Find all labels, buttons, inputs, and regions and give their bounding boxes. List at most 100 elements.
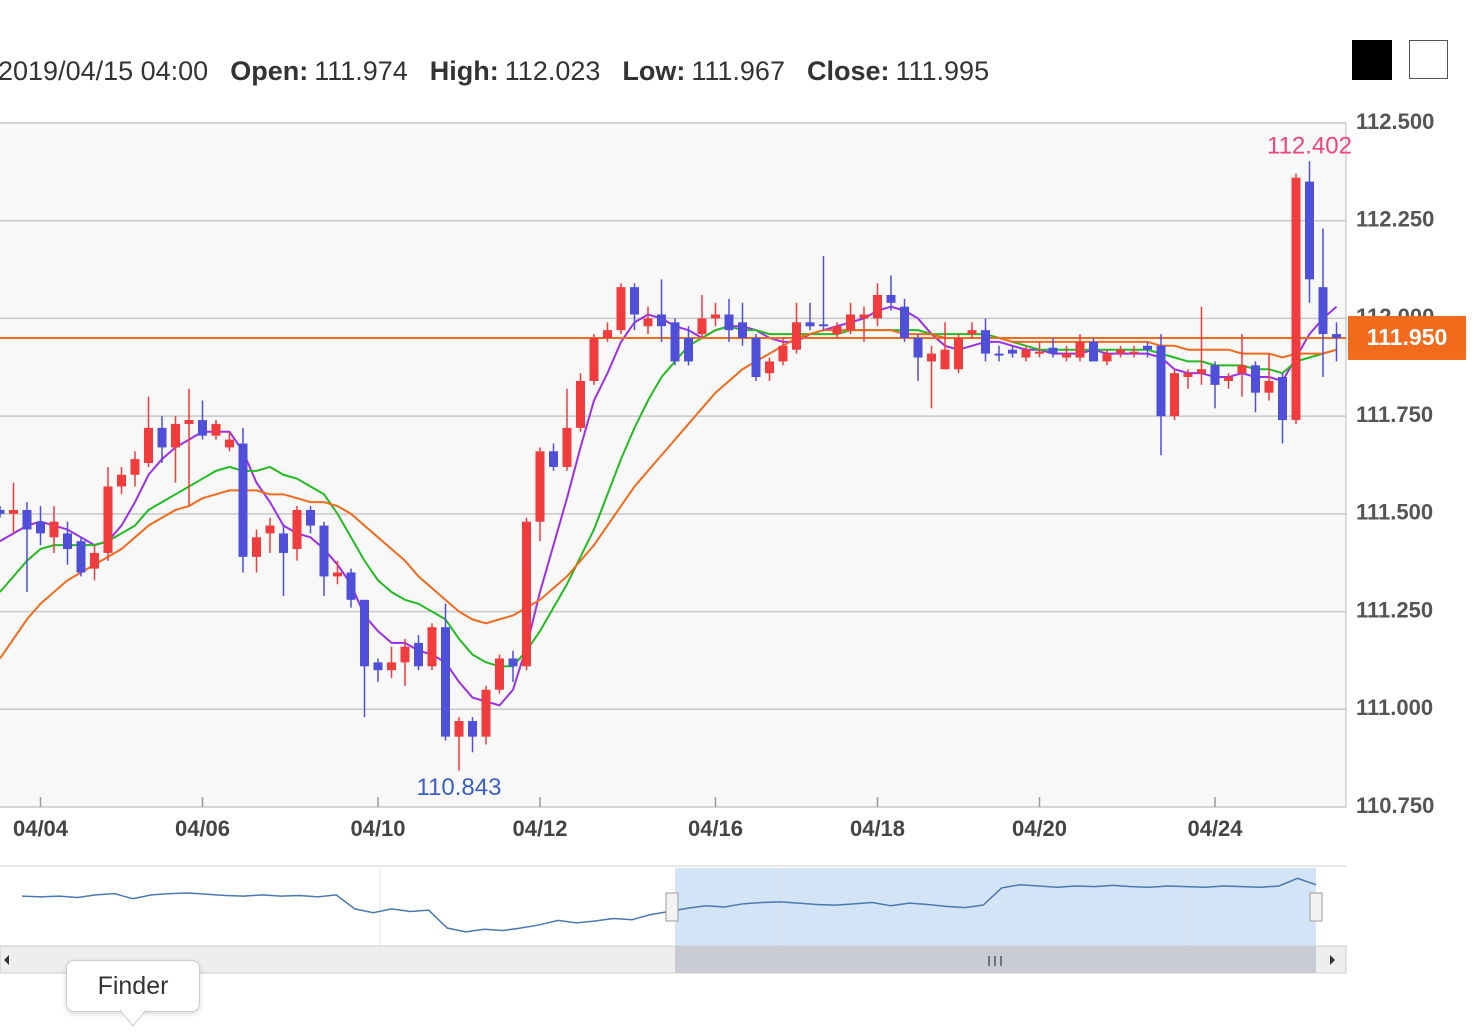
candle-body: [1278, 377, 1287, 421]
candle-body: [468, 721, 477, 737]
axes: 110.750111.000111.250111.500111.750112.0…: [13, 109, 1466, 841]
candle-body: [562, 427, 572, 467]
ohlc-field: Low: 111.967: [622, 56, 785, 87]
candle-body: [1062, 353, 1071, 358]
price-label-box: [1348, 315, 1466, 360]
candle-body: [954, 337, 963, 370]
candle-body: [508, 658, 518, 667]
y-tick-label: 112.250: [1356, 207, 1434, 232]
candle-body: [9, 509, 18, 514]
ma-line: [0, 305, 1338, 707]
scroll-left[interactable]: [4, 955, 9, 965]
price-label: 111.950: [1367, 324, 1448, 350]
candle-body: [319, 525, 329, 577]
ohlc-header: 2019/04/15 04:00 Open: 111.974 High: 112.0…: [0, 56, 989, 87]
candle-body: [454, 721, 464, 737]
candle-body: [198, 420, 207, 436]
candle-body: [36, 521, 45, 534]
ohlc-field: Close: 111.995: [807, 56, 989, 87]
grid: [0, 122, 1346, 808]
field-label: High:: [429, 56, 499, 86]
candle-body: [738, 322, 747, 338]
candle-body: [103, 486, 113, 553]
candle-body: [157, 427, 167, 448]
candle-body: [1170, 373, 1179, 417]
candle-body: [1291, 177, 1301, 421]
theme-dark-button[interactable]: [1352, 40, 1392, 80]
candle-body: [724, 314, 734, 331]
candle-body: [913, 337, 923, 358]
candle-body: [1197, 369, 1206, 374]
candle-body: [1129, 351, 1139, 354]
candle-body: [522, 521, 531, 667]
x-tick-label: 04/18: [850, 816, 905, 841]
candle-body: [481, 689, 491, 737]
candle-body: [1210, 365, 1220, 385]
field-label: Close:: [806, 56, 890, 86]
candle-body: [886, 294, 896, 303]
candle-body: [22, 509, 32, 530]
y-tick-label: 111.250: [1356, 597, 1433, 622]
theme-light-button[interactable]: [1409, 40, 1448, 79]
candle-body: [603, 330, 612, 338]
candle-body: [792, 322, 801, 350]
candle-body: [1089, 341, 1098, 362]
candle-body: [373, 662, 383, 671]
candle-body: [495, 658, 504, 690]
candle-body: [1048, 347, 1058, 354]
candle-body: [90, 552, 99, 569]
candle-body: [49, 521, 59, 538]
candle-body: [252, 537, 261, 557]
candle-body: [697, 318, 707, 335]
candle-body: [805, 322, 815, 327]
nav-handle[interactable]: [665, 892, 679, 922]
scroll-right[interactable]: [1330, 955, 1335, 965]
candle-body: [1035, 351, 1044, 354]
candle-body: [414, 642, 423, 667]
candle-body: [1332, 334, 1341, 338]
candle-body: [427, 627, 437, 667]
candle-body: [346, 572, 356, 600]
nav-handle[interactable]: [1309, 892, 1323, 922]
x-tick-label: 04/24: [1187, 816, 1243, 841]
ohlc-field: High: 112.023: [430, 56, 601, 87]
candle-body: [333, 572, 342, 577]
x-tick-label: 04/20: [1012, 816, 1067, 841]
candle-body: [117, 474, 126, 487]
candle-body: [589, 337, 599, 381]
plot: [0, 161, 1346, 771]
candle-body: [535, 451, 545, 522]
candle-body: [400, 646, 410, 663]
candle-body: [1224, 377, 1233, 381]
candle-body: [1305, 181, 1314, 280]
field-value: 111.967: [691, 56, 785, 86]
candle-body: [630, 287, 639, 315]
candle-body: [144, 427, 153, 464]
plot-area: [0, 122, 1347, 808]
candle-body: [63, 533, 72, 550]
candle-body: [994, 353, 1004, 356]
candle-body: [441, 627, 450, 737]
candle-body: [238, 443, 248, 557]
candle-body: [360, 599, 369, 667]
candle-body: [765, 361, 774, 374]
ma-line: [0, 329, 1337, 660]
candle-body: [657, 314, 666, 327]
candle-body: [1264, 380, 1274, 393]
candle-body: [711, 314, 720, 319]
y-tick-label: 112.500: [1356, 109, 1434, 134]
candle-body: [387, 662, 396, 671]
candle-body: [306, 509, 315, 526]
candle-body: [184, 420, 194, 424]
candle-body: [1156, 345, 1166, 417]
candle-body: [211, 423, 221, 436]
candle-body: [171, 423, 180, 448]
candle-body: [1251, 365, 1260, 393]
datetime: 2019/04/15 04:00: [0, 56, 209, 86]
field-label: Low:: [622, 56, 686, 86]
candle-body: [576, 380, 585, 428]
tooltip-text: Finder: [97, 971, 169, 1000]
candle-body: [1116, 349, 1125, 354]
candle-body: [1237, 365, 1247, 374]
